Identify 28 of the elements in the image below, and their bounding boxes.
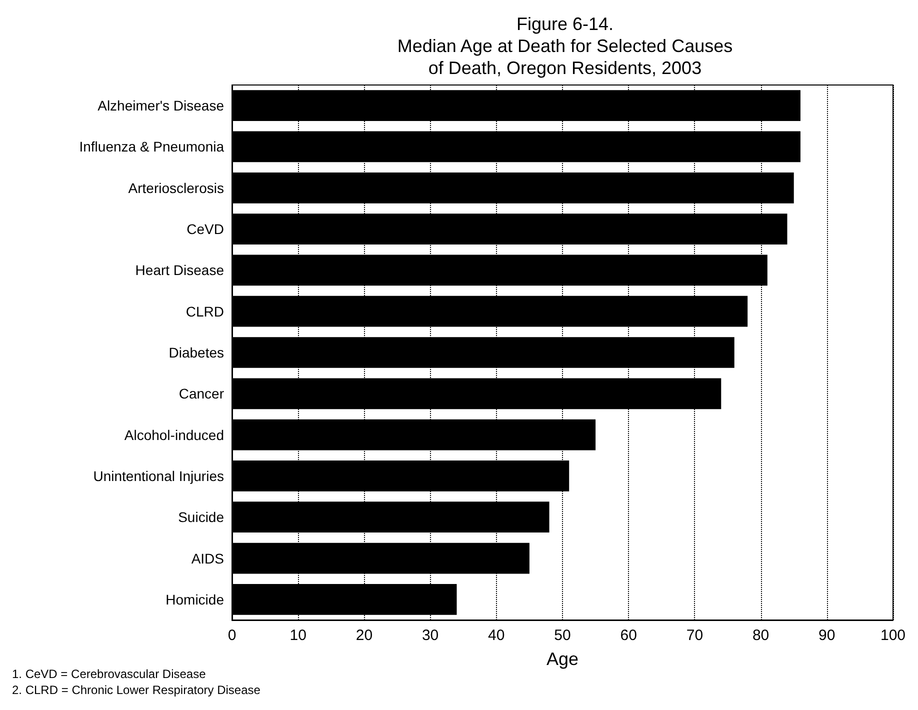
y-tick-label: Cancer [178, 386, 224, 402]
y-tick-label: CeVD [186, 221, 224, 238]
y-tick-label: Influenza & Pneumonia [79, 138, 224, 155]
y-tick-label: AIDS [191, 550, 224, 566]
y-tick-label: Unintentional Injuries [93, 468, 224, 484]
x-tick-label: 0 [228, 627, 236, 644]
x-tick-label: 20 [356, 627, 373, 644]
x-tick-label: 60 [620, 627, 637, 644]
x-tick-label: 50 [554, 627, 571, 644]
text: 2. CLRD = Chronic Lower Respiratory Disease [12, 683, 261, 697]
y-tick-label: Alzheimer's Disease [98, 98, 224, 114]
x-tick-label: 80 [752, 627, 770, 644]
x-tick-label: 100 [880, 627, 906, 644]
y-tick-label: Suicide [178, 509, 224, 526]
text: 1. CeVD = Cerebrovascular Disease [12, 667, 206, 681]
x-tick-label: 70 [686, 627, 704, 644]
y-tick-label: CLRD [186, 303, 224, 320]
x-tick-label: 30 [422, 627, 439, 644]
x-tick-label: 90 [818, 627, 836, 644]
y-tick-label: Alcohol-induced [124, 426, 224, 443]
x-tick-label: 10 [290, 627, 306, 644]
y-tick-label: Homicide [166, 591, 224, 608]
chart-title: Figure 6-14. Median Age at Death for Selected Causes of Death, Oregon Residents, 2003 [397, 14, 733, 78]
y-tick-label: Diabetes [168, 344, 224, 360]
y-tick-label: Arteriosclerosis [128, 180, 224, 196]
y-tick-label: Heart Disease [135, 262, 224, 278]
x-tick-label: 40 [488, 627, 505, 644]
x-axis-title: Age [546, 649, 579, 669]
